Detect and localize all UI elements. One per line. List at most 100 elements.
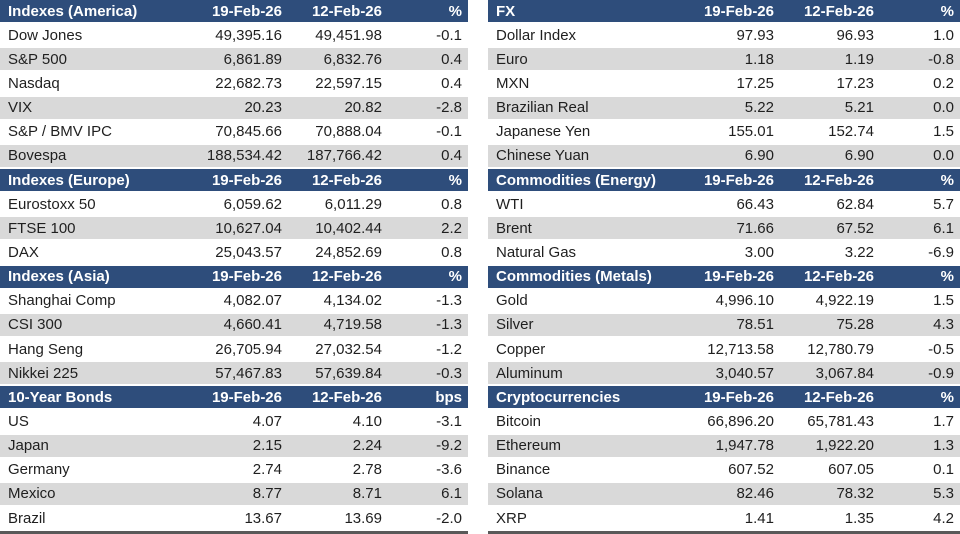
column-header-change: %	[448, 268, 462, 286]
value-previous: 4.10	[352, 412, 382, 430]
change-value: 0.1	[933, 461, 954, 479]
section-title: FX	[496, 2, 516, 20]
change-value: 1.5	[933, 123, 954, 141]
change-value: 1.0	[933, 26, 954, 44]
table-row: Nasdaq 22,682.73 22,597.15 0.4	[0, 72, 468, 97]
change-value: -3.1	[436, 412, 462, 430]
instrument-label: MXN	[496, 74, 530, 92]
instrument-label: Hang Seng	[8, 340, 84, 358]
value-previous: 1.35	[844, 509, 874, 527]
value-current: 4,660.41	[223, 316, 282, 334]
instrument-label: Solana	[496, 485, 543, 503]
left-market-table: Indexes (America) 19-Feb-26 12-Feb-26% Dow …	[0, 0, 468, 534]
column-header-date-2: 12-Feb-26	[803, 268, 874, 286]
section-title: Commodities (Metals)	[496, 268, 652, 286]
change-value: 0.8	[441, 243, 462, 261]
table-row: Brazilian Real 5.22 5.21 0.0	[488, 96, 960, 121]
value-current: 25,043.57	[215, 243, 282, 261]
column-header-date-2: 12-Feb-26	[311, 388, 382, 406]
instrument-label: Nasdaq	[8, 74, 60, 92]
change-value: 4.3	[933, 316, 954, 334]
value-previous: 78.32	[836, 485, 874, 503]
section-header-row: 10-Year Bonds 19-Feb-26 12-Feb-26 bps	[0, 386, 468, 411]
column-header-date-1: 19-Feb-26	[211, 388, 282, 406]
value-current: 57,467.83	[215, 364, 282, 382]
change-value: 0.8	[441, 195, 462, 213]
value-current: 22,682.73	[215, 74, 282, 92]
section-title: Cryptocurrencies	[496, 388, 621, 406]
instrument-label: S&P 500	[8, 50, 67, 68]
table-row: Chinese Yuan 6.90 6.90 0.0	[488, 144, 960, 169]
section-header-row: Cryptocurrencies 19-Feb-26 12-Feb-26%	[488, 386, 960, 411]
value-current: 8.77	[252, 485, 282, 503]
instrument-label: Aluminum	[496, 364, 563, 382]
instrument-label: Ethereum	[496, 437, 562, 455]
instrument-label: Eurostoxx 50	[8, 195, 96, 213]
change-value: 0.4	[441, 147, 462, 165]
instrument-label: Japan	[8, 437, 49, 455]
instrument-label: Shanghai Comp	[8, 292, 116, 310]
value-current: 2.15	[252, 437, 282, 455]
instrument-label: US	[8, 412, 29, 430]
change-value: -0.3	[436, 364, 462, 382]
section-header-row: Indexes (America) 19-Feb-26 12-Feb-26%	[0, 0, 468, 25]
section-title: 10-Year Bonds	[8, 388, 113, 406]
change-value: 1.7	[933, 412, 954, 430]
column-header-date-2: 12-Feb-26	[311, 2, 382, 20]
value-current: 4.07	[252, 412, 282, 430]
table-row: WTI 66.43 62.84 5.7	[488, 193, 960, 218]
value-current: 1.18	[744, 50, 774, 68]
column-header-date-1: 19-Feb-26	[703, 268, 774, 286]
value-previous: 3,067.84	[815, 364, 874, 382]
column-header-date-1: 19-Feb-26	[703, 388, 774, 406]
column-header-change: %	[940, 171, 954, 189]
table-row: FTSE 100 10,627.04 10,402.44 2.2	[0, 217, 468, 242]
value-previous: 8.71	[352, 485, 382, 503]
instrument-label: VIX	[8, 99, 33, 117]
table-row: S&P / BMV IPC 70,845.66 70,888.04 -0.1	[0, 120, 468, 145]
value-current: 5.22	[744, 99, 774, 117]
value-previous: 1.19	[844, 50, 874, 68]
value-current: 2.74	[252, 461, 282, 479]
instrument-label: Brazil	[8, 509, 46, 527]
value-current: 1,947.78	[715, 437, 774, 455]
column-header-date-1: 19-Feb-26	[211, 268, 282, 286]
instrument-label: Bitcoin	[496, 412, 542, 430]
value-current: 10,627.04	[215, 219, 282, 237]
instrument-label: Nikkei 225	[8, 364, 79, 382]
section-header-row: Indexes (Asia) 19-Feb-26 12-Feb-26%	[0, 265, 468, 290]
value-previous: 5.21	[844, 99, 874, 117]
change-value: -2.8	[436, 99, 462, 117]
column-header-date-2: 12-Feb-26	[311, 171, 382, 189]
value-current: 1.41	[744, 509, 774, 527]
table-row: Brazil 13.67 13.69 -2.0	[0, 506, 468, 532]
instrument-label: FTSE 100	[8, 219, 76, 237]
instrument-label: WTI	[496, 195, 524, 213]
change-value: 0.4	[441, 50, 462, 68]
value-previous: 152.74	[828, 123, 874, 141]
table-row: Binance 607.52 607.05 0.1	[488, 458, 960, 483]
value-previous: 3.22	[844, 243, 874, 261]
change-value: 0.0	[933, 147, 954, 165]
value-previous: 70,888.04	[315, 123, 382, 141]
value-current: 6.90	[744, 147, 774, 165]
table-row: Japan 2.15 2.24 -9.2	[0, 434, 468, 459]
value-previous: 75.28	[836, 316, 874, 334]
value-current: 155.01	[728, 123, 774, 141]
value-previous: 2.24	[352, 437, 382, 455]
table-row: Japanese Yen 155.01 152.74 1.5	[488, 120, 960, 145]
value-previous: 4,134.02	[323, 292, 382, 310]
change-value: 2.2	[441, 219, 462, 237]
table-row: Euro 1.18 1.19 -0.8	[488, 48, 960, 73]
value-previous: 67.52	[836, 219, 874, 237]
instrument-label: Euro	[496, 50, 528, 68]
change-value: 5.7	[933, 195, 954, 213]
instrument-label: CSI 300	[8, 316, 63, 334]
section-title: Indexes (Europe)	[8, 171, 130, 189]
change-value: -0.1	[436, 123, 462, 141]
value-current: 4,082.07	[223, 292, 282, 310]
instrument-label: Chinese Yuan	[496, 147, 590, 165]
table-row: MXN 17.25 17.23 0.2	[488, 72, 960, 97]
column-header-change: %	[940, 268, 954, 286]
